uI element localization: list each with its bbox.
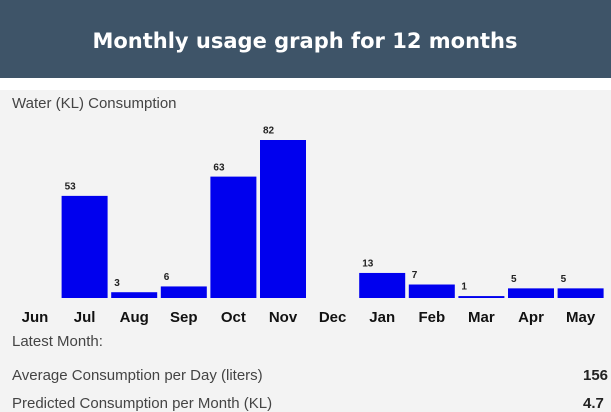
header-title: Monthly usage graph for 12 months	[92, 29, 517, 53]
x-tick-label: Nov	[269, 309, 298, 326]
value-label: 1	[461, 282, 467, 293]
bar	[210, 176, 257, 298]
x-tick-label: Aug	[120, 309, 149, 326]
x-tick-label: Mar	[468, 309, 495, 326]
value-label: 53	[65, 182, 77, 193]
x-tick-label: Jun	[22, 309, 49, 326]
x-tick-label: Jul	[74, 309, 96, 326]
bar	[111, 292, 158, 298]
value-label: 63	[213, 162, 225, 173]
header-banner	[0, 0, 611, 78]
value-label: 7	[412, 270, 418, 281]
bar	[557, 288, 604, 298]
chart-title: Water (KL) Consumption	[12, 95, 177, 112]
x-tick-label: Apr	[518, 309, 544, 326]
value-label: 5	[511, 274, 517, 285]
summary-label: Average Consumption per Day (liters)	[12, 367, 263, 384]
x-tick-label: Jan	[369, 309, 395, 326]
summary-value: 156	[583, 367, 608, 384]
summary-heading: Latest Month:	[12, 333, 103, 350]
summary-value: 4.7	[583, 395, 604, 412]
x-tick-label: Dec	[319, 309, 347, 326]
bar	[260, 140, 306, 298]
x-tick-label: Oct	[221, 309, 246, 326]
value-label: 82	[263, 126, 275, 137]
summary-label: Predicted Consumption per Month (KL)	[12, 395, 272, 412]
value-label: 13	[362, 259, 374, 270]
chart: Jun Jul 53 Aug 3 Sep 6 Oct 63 Nov 82 Dec Jan 13 Feb 7 Ma…	[22, 126, 604, 326]
bar	[408, 284, 455, 298]
value-label: 6	[164, 272, 170, 283]
bar	[458, 296, 505, 298]
bar	[61, 195, 108, 298]
bar	[359, 272, 406, 298]
x-tick-label: Feb	[418, 309, 445, 326]
bar	[160, 286, 207, 298]
value-label: 5	[561, 274, 567, 285]
bar	[508, 288, 554, 298]
x-tick-label: Sep	[170, 309, 198, 326]
value-label: 3	[114, 278, 120, 289]
x-tick-label: May	[566, 309, 596, 326]
